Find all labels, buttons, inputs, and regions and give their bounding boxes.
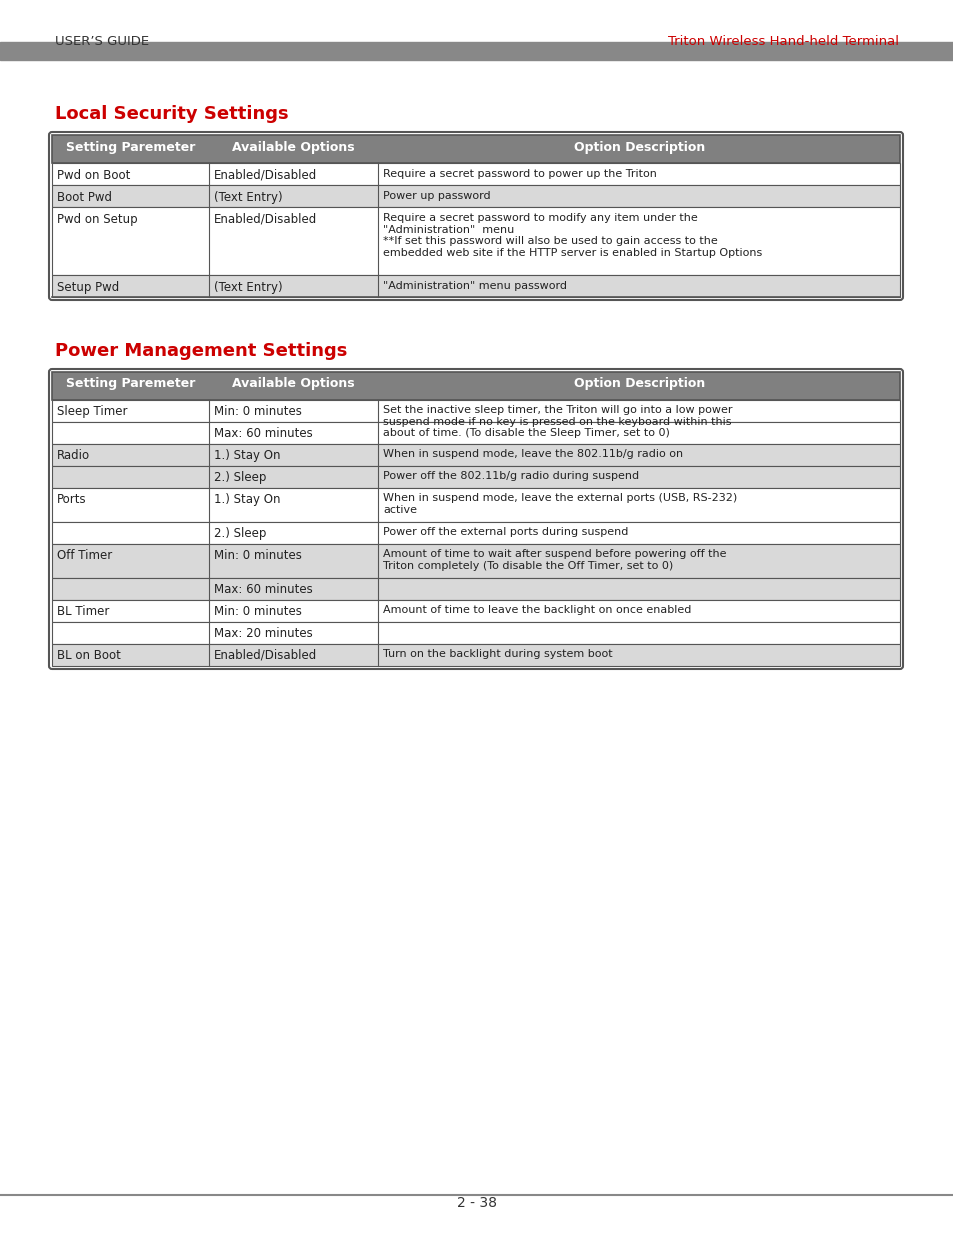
Text: BL on Boot: BL on Boot — [57, 650, 121, 662]
Text: Amount of time to wait after suspend before powering off the
Triton completely (: Amount of time to wait after suspend bef… — [383, 550, 726, 571]
FancyBboxPatch shape — [52, 135, 899, 163]
Text: Max: 60 minutes: Max: 60 minutes — [213, 583, 313, 597]
Text: Min: 0 minutes: Min: 0 minutes — [213, 605, 301, 618]
Text: Radio: Radio — [57, 450, 90, 462]
Text: Local Security Settings: Local Security Settings — [55, 105, 289, 124]
Text: Set the inactive sleep timer, the Triton will go into a low power
suspend mode i: Set the inactive sleep timer, the Triton… — [383, 405, 732, 438]
Text: Enabled/Disabled: Enabled/Disabled — [213, 650, 316, 662]
Text: Power off the external ports during suspend: Power off the external ports during susp… — [383, 527, 628, 537]
Bar — [52, 543, 899, 578]
Text: Require a secret password to power up the Triton: Require a secret password to power up th… — [383, 169, 657, 179]
Bar — [52, 578, 899, 600]
Text: Power off the 802.11b/g radio during suspend: Power off the 802.11b/g radio during sus… — [383, 471, 639, 480]
Text: Amount of time to leave the backlight on once enabled: Amount of time to leave the backlight on… — [383, 605, 691, 615]
Text: When in suspend mode, leave the 802.11b/g radio on: When in suspend mode, leave the 802.11b/… — [383, 450, 683, 459]
Text: (Text Entry): (Text Entry) — [213, 191, 282, 204]
Text: "Administration" menu password: "Administration" menu password — [383, 282, 567, 291]
Text: Pwd on Boot: Pwd on Boot — [57, 169, 131, 182]
Text: Power up password: Power up password — [383, 191, 491, 201]
Bar — [52, 622, 899, 643]
Bar — [52, 600, 899, 622]
Bar — [52, 488, 899, 522]
Text: Require a secret password to modify any item under the
"Administration"  menu
**: Require a secret password to modify any … — [383, 212, 762, 258]
Text: USER’S GUIDE: USER’S GUIDE — [55, 35, 149, 48]
Text: Ports: Ports — [57, 493, 87, 506]
Bar — [52, 400, 899, 422]
Text: Max: 60 minutes: Max: 60 minutes — [213, 427, 313, 440]
FancyBboxPatch shape — [52, 372, 899, 400]
Text: Pwd on Setup: Pwd on Setup — [57, 212, 137, 226]
Text: Setting Paremeter: Setting Paremeter — [66, 378, 195, 390]
Bar — [0, 42, 953, 61]
Text: Available Options: Available Options — [233, 378, 355, 390]
Text: Min: 0 minutes: Min: 0 minutes — [213, 405, 301, 417]
Text: Option Description: Option Description — [573, 141, 704, 153]
Bar — [52, 275, 899, 296]
Text: (Text Entry): (Text Entry) — [213, 282, 282, 294]
Text: 2 - 38: 2 - 38 — [456, 1195, 497, 1210]
Text: BL Timer: BL Timer — [57, 605, 110, 618]
Text: Enabled/Disabled: Enabled/Disabled — [213, 212, 316, 226]
Text: Setting Paremeter: Setting Paremeter — [66, 141, 195, 153]
Bar — [52, 207, 899, 275]
Bar — [52, 643, 899, 666]
Text: Available Options: Available Options — [233, 141, 355, 153]
Bar — [52, 163, 899, 185]
Text: Turn on the backlight during system boot: Turn on the backlight during system boot — [383, 650, 613, 659]
Bar — [52, 466, 899, 488]
Text: 1.) Stay On: 1.) Stay On — [213, 493, 280, 506]
Text: 1.) Stay On: 1.) Stay On — [213, 450, 280, 462]
Text: Min: 0 minutes: Min: 0 minutes — [213, 550, 301, 562]
Text: Boot Pwd: Boot Pwd — [57, 191, 112, 204]
Text: Power Management Settings: Power Management Settings — [55, 342, 347, 359]
Bar — [52, 522, 899, 543]
Text: When in suspend mode, leave the external ports (USB, RS-232)
active: When in suspend mode, leave the external… — [383, 493, 737, 515]
Text: 2.) Sleep: 2.) Sleep — [213, 527, 266, 540]
Text: Setup Pwd: Setup Pwd — [57, 282, 119, 294]
Text: Triton Wireless Hand-held Terminal: Triton Wireless Hand-held Terminal — [667, 35, 898, 48]
Bar — [52, 422, 899, 445]
Text: Off Timer: Off Timer — [57, 550, 112, 562]
Text: Enabled/Disabled: Enabled/Disabled — [213, 169, 316, 182]
Bar — [52, 185, 899, 207]
Text: Option Description: Option Description — [573, 378, 704, 390]
Text: 2.) Sleep: 2.) Sleep — [213, 471, 266, 484]
Text: Max: 20 minutes: Max: 20 minutes — [213, 627, 313, 640]
Text: Sleep Timer: Sleep Timer — [57, 405, 128, 417]
Bar — [52, 445, 899, 466]
